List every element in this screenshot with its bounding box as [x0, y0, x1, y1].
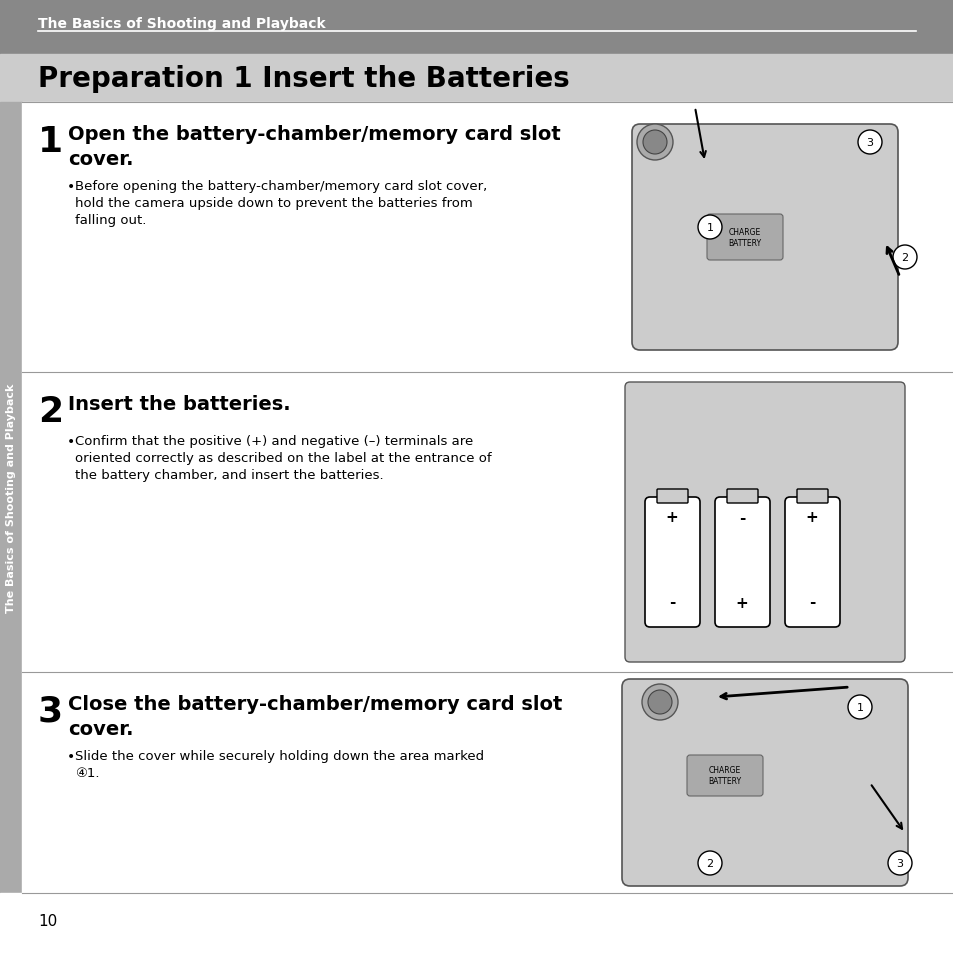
Circle shape: [642, 131, 666, 154]
Circle shape: [698, 215, 721, 240]
Text: -: -: [668, 595, 675, 610]
Circle shape: [641, 684, 678, 720]
Text: Slide the cover while securely holding down the area marked
④1.: Slide the cover while securely holding d…: [75, 749, 483, 780]
Text: 2: 2: [706, 858, 713, 868]
Text: Insert the batteries.: Insert the batteries.: [68, 395, 291, 414]
Circle shape: [857, 131, 882, 154]
FancyBboxPatch shape: [714, 497, 769, 627]
Text: •: •: [67, 749, 75, 763]
Text: Preparation 1 Insert the Batteries: Preparation 1 Insert the Batteries: [38, 65, 569, 92]
Circle shape: [637, 125, 672, 161]
Circle shape: [647, 690, 671, 714]
Bar: [0, 103, 22, 893]
Text: CHARGE
BATTERY: CHARGE BATTERY: [728, 228, 760, 248]
Text: •: •: [67, 180, 75, 193]
Text: 1: 1: [38, 125, 63, 159]
Bar: [0, 893, 953, 953]
Bar: [0, 55, 953, 103]
Text: 1: 1: [706, 223, 713, 233]
Text: 2: 2: [38, 395, 63, 429]
Bar: [0, 0, 953, 55]
FancyBboxPatch shape: [784, 497, 840, 627]
Text: +: +: [735, 595, 747, 610]
Text: Close the battery-chamber/memory card slot
cover.: Close the battery-chamber/memory card sl…: [68, 695, 561, 739]
Bar: [22, 103, 953, 893]
FancyBboxPatch shape: [657, 490, 687, 503]
FancyBboxPatch shape: [706, 214, 782, 261]
Text: Confirm that the positive (+) and negative (–) terminals are
oriented correctly : Confirm that the positive (+) and negati…: [75, 435, 491, 481]
Text: 2: 2: [901, 253, 907, 263]
Text: 3: 3: [865, 138, 873, 148]
Text: 1: 1: [856, 702, 862, 712]
Text: 3: 3: [38, 695, 63, 728]
Text: -: -: [808, 595, 814, 610]
Text: Before opening the battery-chamber/memory card slot cover,
hold the camera upsid: Before opening the battery-chamber/memor…: [75, 180, 487, 227]
Circle shape: [698, 851, 721, 875]
Text: 10: 10: [38, 913, 57, 928]
Text: +: +: [804, 510, 818, 525]
Text: -: -: [738, 510, 744, 525]
FancyBboxPatch shape: [621, 679, 907, 886]
FancyBboxPatch shape: [631, 125, 897, 351]
Circle shape: [892, 246, 916, 270]
FancyBboxPatch shape: [644, 497, 700, 627]
Text: +: +: [665, 510, 678, 525]
Text: The Basics of Shooting and Playback: The Basics of Shooting and Playback: [6, 383, 16, 613]
FancyBboxPatch shape: [726, 490, 758, 503]
FancyBboxPatch shape: [624, 382, 904, 662]
Text: CHARGE
BATTERY: CHARGE BATTERY: [708, 765, 740, 785]
FancyBboxPatch shape: [796, 490, 827, 503]
Text: Open the battery-chamber/memory card slot
cover.: Open the battery-chamber/memory card slo…: [68, 125, 560, 169]
Text: •: •: [67, 435, 75, 449]
Circle shape: [847, 696, 871, 720]
FancyBboxPatch shape: [686, 755, 762, 796]
Text: 3: 3: [896, 858, 902, 868]
Circle shape: [887, 851, 911, 875]
Text: The Basics of Shooting and Playback: The Basics of Shooting and Playback: [38, 17, 325, 30]
